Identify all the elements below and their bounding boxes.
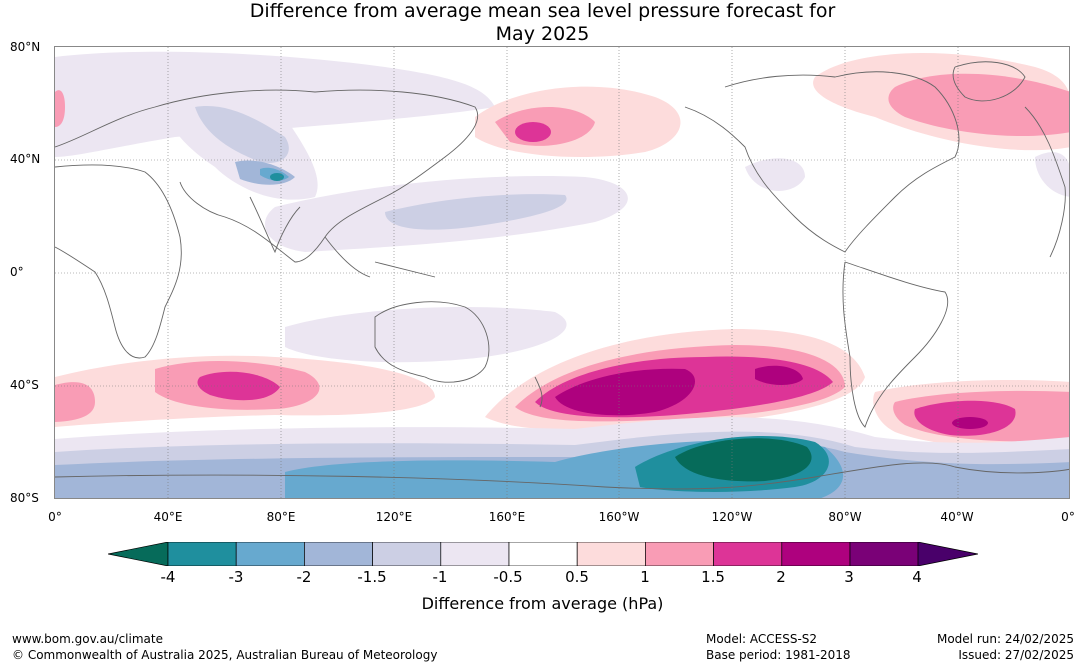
colorbar-swatch [508, 542, 578, 566]
pressure-anomaly-map [54, 46, 1070, 499]
coastlines [55, 61, 1069, 490]
footer-model: Model: ACCESS-S2 [706, 632, 818, 646]
anomaly-region [285, 307, 567, 363]
footer-model-run: Model run: 24/02/2025 [936, 632, 1074, 646]
chart-title: Difference from average mean sea level p… [0, 0, 1085, 46]
colorbar-label: Difference from average (hPa) [421, 594, 664, 613]
title-line-2: May 2025 [495, 23, 590, 45]
colorbar-tick: -1.5 [357, 568, 387, 586]
footer-website: www.bom.gov.au/climate [12, 632, 163, 646]
anomaly-region [555, 368, 695, 416]
anomaly-region [55, 51, 495, 157]
lon-label-120w: 120°W [711, 510, 753, 524]
colorbar-swatch [304, 542, 373, 566]
colorbar-swatch [781, 542, 851, 566]
colorbar-swatch [713, 542, 783, 566]
colorbar-tick: 0.5 [565, 568, 589, 586]
anomaly-region [1035, 152, 1069, 197]
colorbar-tick: 2 [776, 568, 786, 586]
anomaly-region [515, 122, 551, 142]
anomaly-region [270, 173, 284, 181]
colorbar-tick: -2 [296, 568, 312, 586]
colorbar-tick: 1.5 [701, 568, 725, 586]
anomaly-region [195, 106, 289, 163]
colorbar-swatch [235, 542, 305, 566]
colorbar-swatch [440, 542, 510, 566]
colorbar-tick: 3 [844, 568, 854, 586]
lat-label-40n: 40°N [10, 152, 41, 166]
lon-label-80e: 80°E [266, 510, 296, 524]
footer-base-period: Base period: 1981-2018 [706, 648, 851, 662]
anomaly-region [385, 194, 567, 230]
colorbar [108, 542, 978, 566]
colorbar-tick: 1 [640, 568, 650, 586]
lon-label-40e: 40°E [153, 510, 183, 524]
colorbar-tick: -4 [160, 568, 176, 586]
colorbar-swatch [645, 542, 714, 566]
anomaly-region [55, 90, 65, 127]
footer-issued: Issued: 27/02/2025 [958, 648, 1074, 662]
lon-label-120e: 120°E [375, 510, 413, 524]
lon-label-80w: 80°W [828, 510, 862, 524]
lat-label-0: 0° [10, 265, 24, 279]
colorbar-swatch [167, 542, 237, 566]
lat-label-40s: 40°S [10, 378, 39, 392]
anomaly-region [745, 158, 805, 191]
colorbar-tick: -3 [228, 568, 244, 586]
colorbar-swatch [372, 542, 442, 566]
lon-label-0-left: 0° [48, 510, 62, 524]
colorbar-swatch [849, 542, 919, 566]
map-canvas [55, 47, 1069, 498]
lon-label-160e: 160°E [488, 510, 526, 524]
lon-label-160w: 160°W [598, 510, 640, 524]
lon-label-40w: 40°W [940, 510, 974, 524]
anomaly-region [55, 382, 95, 422]
title-line-1: Difference from average mean sea level p… [249, 0, 836, 22]
colorbar-arrow-high [917, 542, 978, 566]
colorbar-tick: -0.5 [493, 568, 523, 586]
anomaly-region [888, 73, 1069, 137]
lat-label-80n: 80°N [10, 40, 41, 54]
anomaly-region [952, 417, 988, 429]
lat-label-80s: 80°S [10, 491, 39, 505]
footer-copyright: © Commonwealth of Australia 2025, Austra… [12, 648, 438, 662]
lon-label-0-right: 0° [1061, 510, 1075, 524]
anomaly-region [675, 438, 812, 482]
colorbar-tick: 4 [912, 568, 922, 586]
anomaly-region [755, 365, 803, 385]
colorbar-tick: -1 [432, 568, 448, 586]
colorbar-arrow-low [108, 542, 169, 566]
colorbar-swatch [576, 542, 646, 566]
